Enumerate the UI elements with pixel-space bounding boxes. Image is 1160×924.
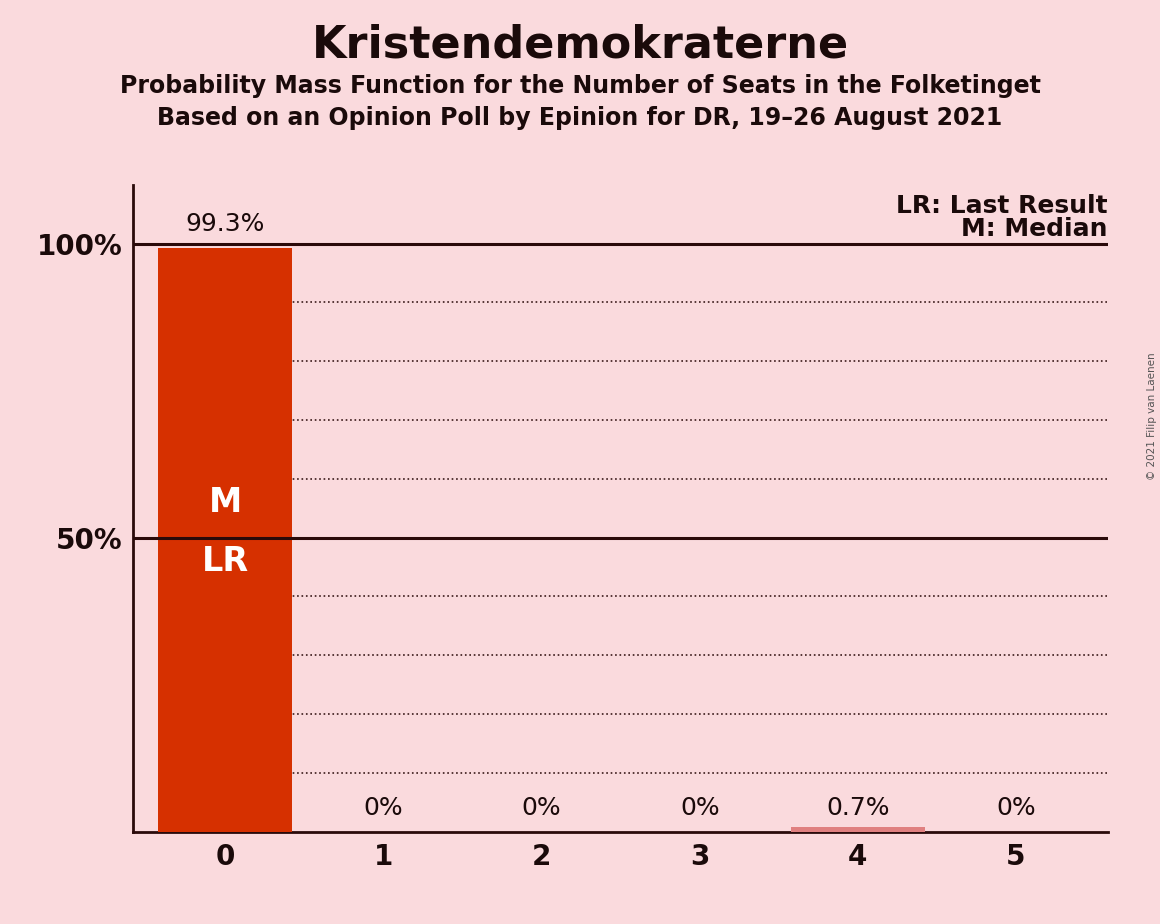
- Text: 0%: 0%: [680, 796, 719, 820]
- Text: LR: LR: [202, 544, 248, 578]
- Text: LR: Last Result: LR: Last Result: [897, 194, 1108, 218]
- Text: Based on an Opinion Poll by Epinion for DR, 19–26 August 2021: Based on an Opinion Poll by Epinion for …: [158, 106, 1002, 130]
- Text: 0%: 0%: [522, 796, 561, 820]
- Text: Probability Mass Function for the Number of Seats in the Folketinget: Probability Mass Function for the Number…: [119, 74, 1041, 98]
- Text: © 2021 Filip van Laenen: © 2021 Filip van Laenen: [1147, 352, 1157, 480]
- Bar: [158, 248, 292, 832]
- Text: 0%: 0%: [363, 796, 404, 820]
- Bar: [791, 828, 925, 832]
- Text: M: Median: M: Median: [962, 217, 1108, 241]
- Text: 0%: 0%: [996, 796, 1036, 820]
- Text: Kristendemokraterne: Kristendemokraterne: [311, 23, 849, 67]
- Text: 99.3%: 99.3%: [186, 212, 264, 236]
- Text: 0.7%: 0.7%: [826, 796, 890, 820]
- Text: M: M: [209, 486, 241, 518]
